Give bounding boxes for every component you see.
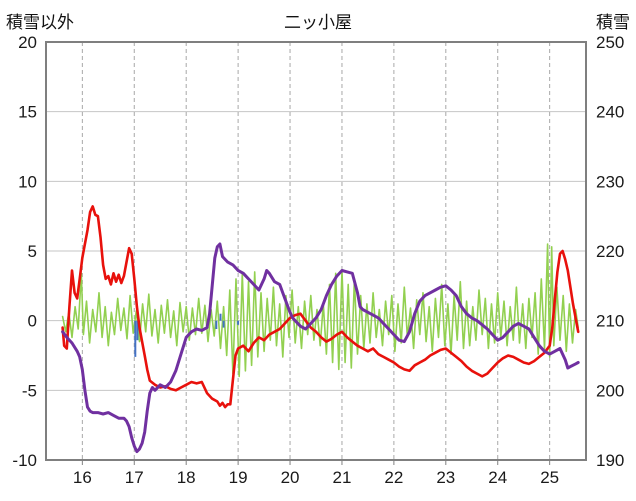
y-left-tick-label: 15: [18, 103, 37, 122]
y-right-tick-label: 200: [596, 381, 624, 400]
x-tick-label: 19: [229, 468, 248, 487]
y-right-tick-label: 210: [596, 312, 624, 331]
left-axis-title: 積雪以外: [6, 13, 74, 32]
x-tick-label: 18: [177, 468, 196, 487]
x-tick-label: 24: [488, 468, 507, 487]
x-tick-label: 21: [333, 468, 352, 487]
x-tick-label: 17: [125, 468, 144, 487]
x-tick-label: 22: [384, 468, 403, 487]
y-right-tick-label: 240: [596, 103, 624, 122]
y-right-tick-label: 250: [596, 33, 624, 52]
x-tick-label: 16: [73, 468, 92, 487]
right-axis-title: 積雪: [596, 13, 630, 32]
y-left-tick-label: 5: [28, 242, 37, 261]
plot-border: [45, 41, 587, 461]
y-right-tick-label: 230: [596, 172, 624, 191]
y-left-tick-label: 10: [18, 172, 37, 191]
red-series: [61, 205, 580, 409]
x-tick-label: 23: [436, 468, 455, 487]
y-right-tick-label: 220: [596, 242, 624, 261]
x-tick-label: 20: [281, 468, 300, 487]
y-left-tick-label: -5: [22, 381, 37, 400]
chart-title: 二ッ小屋: [284, 13, 352, 32]
y-right-tick-label: 190: [596, 451, 624, 470]
purple-series: [61, 242, 580, 454]
y-left-tick-label: 20: [18, 33, 37, 52]
y-left-tick-label: 0: [28, 312, 37, 331]
green-series: [61, 243, 580, 378]
y-left-tick-label: -10: [12, 451, 37, 470]
x-tick-label: 25: [540, 468, 559, 487]
